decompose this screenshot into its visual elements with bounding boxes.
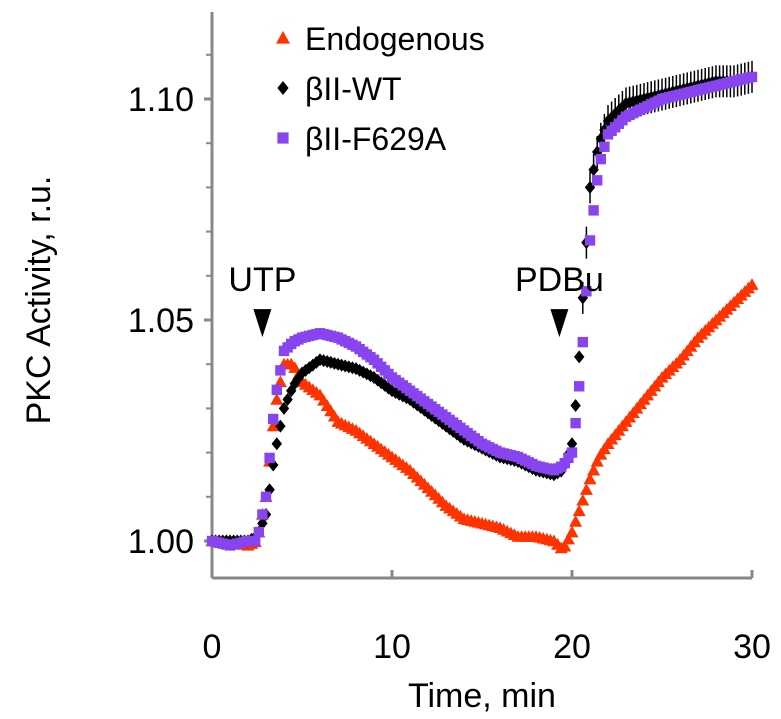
data-point-square [260,491,272,502]
data-point-square [264,452,275,464]
x-tick-label: 10 [373,628,411,666]
data-point-square [268,413,279,425]
data-point-diamond [271,437,282,451]
y-axis-label: PKC Activity, r.u. [20,176,58,425]
data-point-triangle [745,278,759,290]
data-point-diamond [278,401,290,415]
data-point-diamond [577,291,588,305]
legend-label: Endogenous [305,21,485,57]
data-point-diamond [610,107,621,121]
data-point-diamond [257,516,268,530]
data-point-square [599,141,610,152]
data-point-square [592,175,603,186]
data-point-triangle [569,515,583,527]
annotation-layer: UTP PDBu [228,261,604,338]
data-point-diamond [588,163,599,177]
x-tick-label: 30 [733,628,771,666]
data-point-triangle [587,463,601,476]
x-tick-label: 20 [553,628,591,666]
data-point-triangle [583,472,597,485]
data-point-triangle [273,375,287,388]
x-tick-label: 0 [203,628,222,666]
legend-label: βII-WT [305,71,402,107]
data-point-square [566,447,578,458]
data-point-diamond [570,398,581,412]
data-point-square [563,452,574,464]
data-point-square [257,509,268,520]
y-tick-label: 1.00 [128,523,194,561]
axes [210,12,752,580]
series-layer [205,60,759,554]
data-point-triangle [572,504,586,517]
data-point-triangle [576,493,590,506]
data-point-square [250,535,261,547]
legend-marker-diamond [277,81,289,95]
annotation-label: UTP [228,261,296,299]
series-diamond [206,60,758,548]
data-point-square [570,417,581,429]
annotation-label: PDBu [515,261,604,299]
data-point-triangle [590,454,604,467]
data-point-square [574,381,585,392]
annotation-arrowhead [550,309,569,338]
data-point-triangle [561,532,575,545]
data-point-diamond [595,132,606,146]
data-point-square [577,336,588,348]
data-point-diamond [574,350,585,364]
data-point-triangle [266,419,280,432]
ticks: 0 10 20 30 1.00 1.05 1.10 [128,53,771,666]
data-point-diamond [592,145,603,159]
data-point-triangle [558,539,572,552]
data-point-square [271,384,282,396]
data-point-square [559,458,570,469]
data-point-triangle [579,483,593,495]
data-point-diamond [606,111,617,125]
series-square [206,71,758,551]
data-point-diamond [282,393,293,407]
y-tick-label: 1.05 [128,302,194,340]
legend-label: βII-F629A [305,121,447,157]
y-tick-label: 1.10 [128,81,194,119]
data-point-square [253,526,264,538]
legend-marker-triangle [276,31,290,44]
series-triangle [205,278,759,554]
data-point-triangle [565,525,579,538]
legend-marker-square [277,132,289,144]
data-point-diamond [566,437,578,451]
annotation-arrowhead [253,309,272,338]
data-point-square [595,153,606,165]
legend: Endogenous βII-WT βII-F629A [276,21,485,157]
data-point-square [746,71,758,83]
x-axis-label: Time, min [408,677,556,715]
data-point-square [275,365,286,376]
data-point-square [584,235,596,246]
data-point-diamond [613,103,624,117]
data-point-triangle [270,393,284,405]
data-point-square [588,205,599,216]
data-point-square [581,286,592,297]
